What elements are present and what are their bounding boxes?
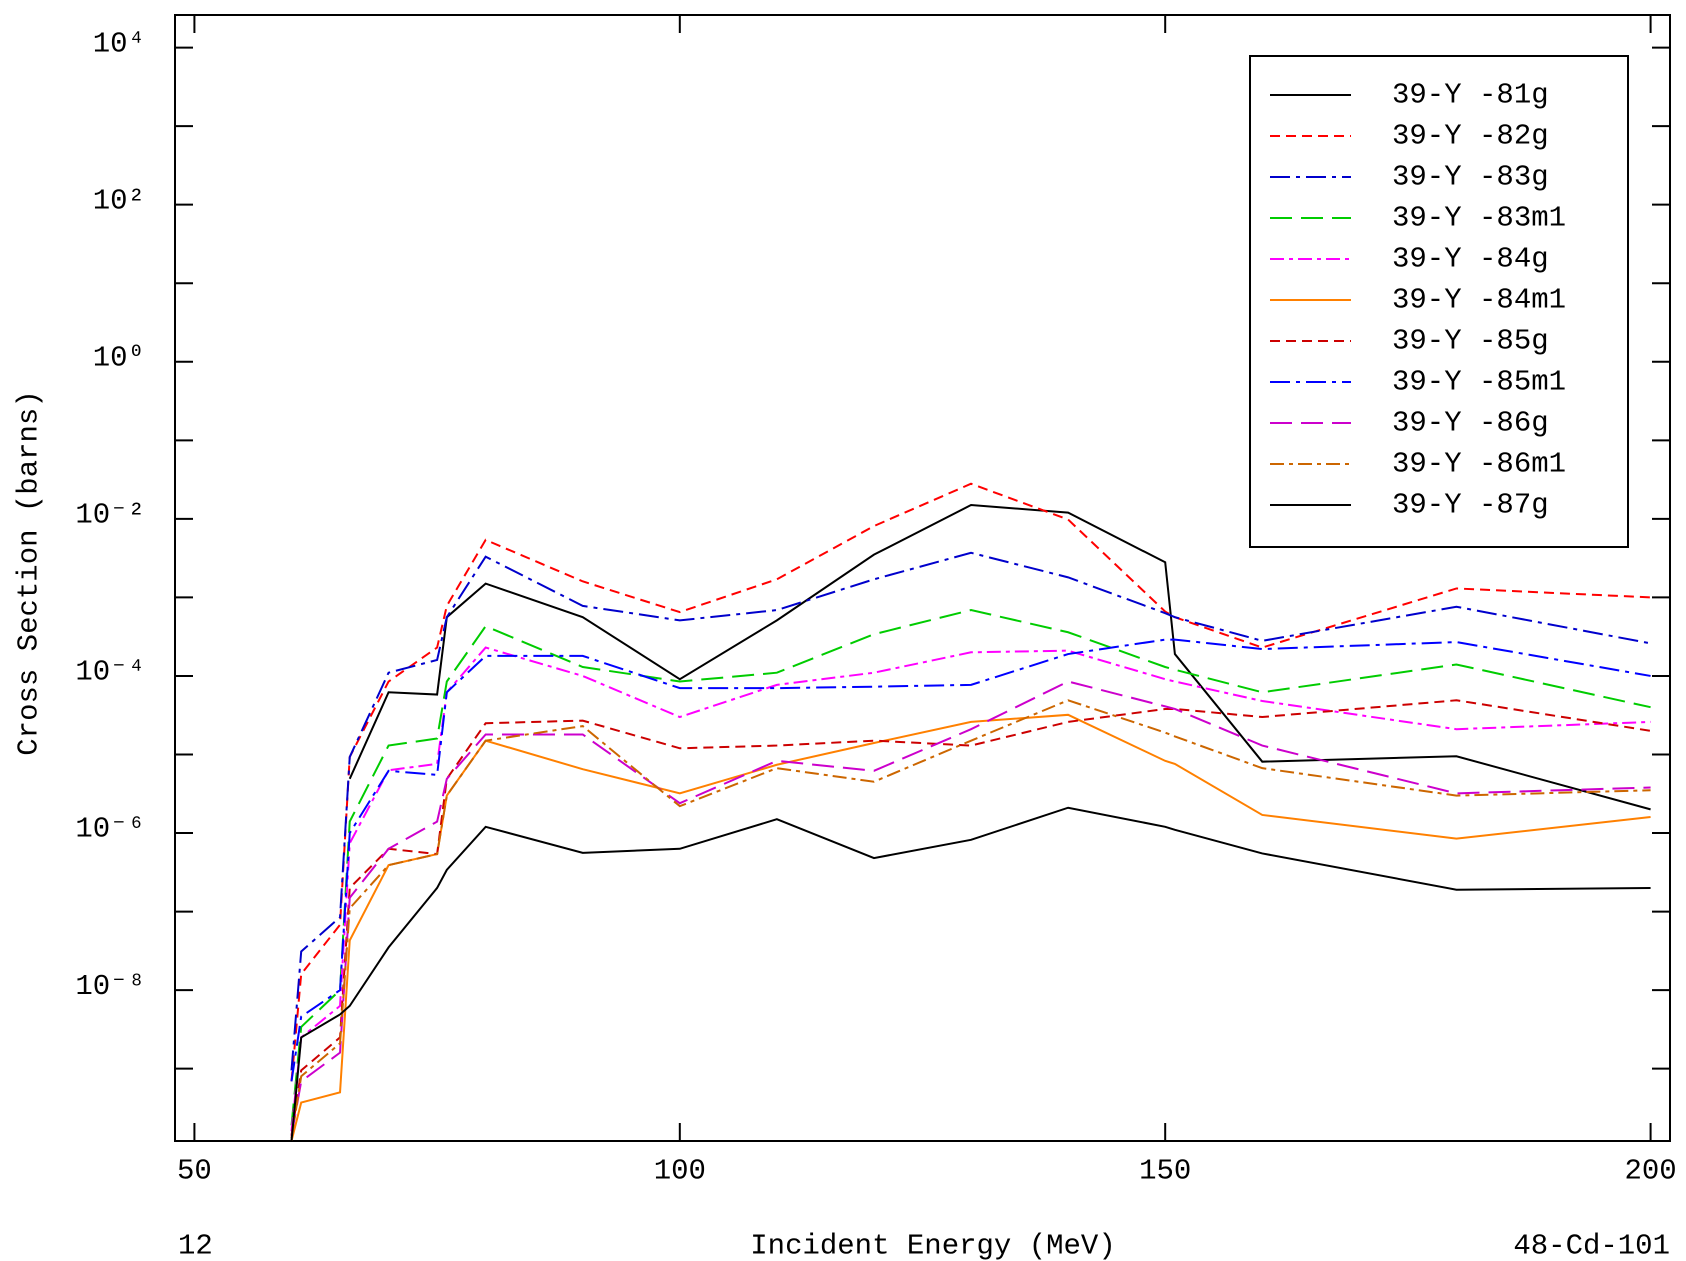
legend-label: 39-Y -85m1 — [1392, 366, 1566, 399]
legend-label: 39-Y -86m1 — [1392, 448, 1566, 481]
plot-lines — [290, 482, 1651, 1141]
series-line — [290, 482, 1651, 1082]
x-tick-label: 50 — [177, 1155, 212, 1188]
series-line — [290, 551, 1651, 1071]
x-tick-label: 100 — [654, 1155, 706, 1188]
y-tick-label: 10⁻² — [75, 499, 145, 532]
legend-label: 39-Y -86g — [1392, 407, 1549, 440]
series-line — [290, 713, 1651, 1141]
y-axis-label: Cross Section (barns) — [13, 390, 46, 755]
x-axis-label: Incident Energy (MeV) — [750, 1230, 1115, 1261]
legend-label: 39-Y -84g — [1392, 243, 1549, 276]
legend-label: 39-Y -85g — [1392, 325, 1549, 358]
y-tick-label: 10⁴ — [93, 27, 145, 60]
series-line — [348, 504, 1651, 811]
plot-frame — [174, 14, 1671, 1142]
left-note: 12 — [178, 1230, 213, 1261]
x-tick-label: 150 — [1139, 1155, 1191, 1188]
series-line — [290, 699, 1651, 1136]
y-tick-label: 10⁻⁸ — [75, 970, 145, 1003]
y-tick-label: 10⁰ — [93, 341, 145, 374]
legend-label: 39-Y -82g — [1392, 120, 1549, 153]
series-line — [290, 646, 1651, 1132]
legend-label: 39-Y -83g — [1392, 161, 1549, 194]
legend-label: 39-Y -87g — [1392, 489, 1549, 522]
legend-label: 39-Y -81g — [1392, 79, 1549, 112]
series-line — [290, 638, 1651, 1082]
series-line — [290, 609, 1651, 1126]
series-line — [290, 806, 1651, 1141]
y-tick-label: 10⁻⁴ — [75, 656, 145, 689]
series-line — [290, 699, 1651, 1139]
legend-label: 39-Y -83m1 — [1392, 202, 1566, 235]
right-note: 48-Cd-101 — [1513, 1230, 1670, 1261]
legend-box — [1249, 55, 1629, 548]
series-line — [290, 680, 1651, 1136]
x-tick-label: 200 — [1624, 1155, 1676, 1188]
legend-label: 39-Y -84m1 — [1392, 284, 1566, 317]
y-tick-label: 10⁻⁶ — [75, 813, 145, 846]
y-tick-label: 10² — [93, 184, 145, 217]
